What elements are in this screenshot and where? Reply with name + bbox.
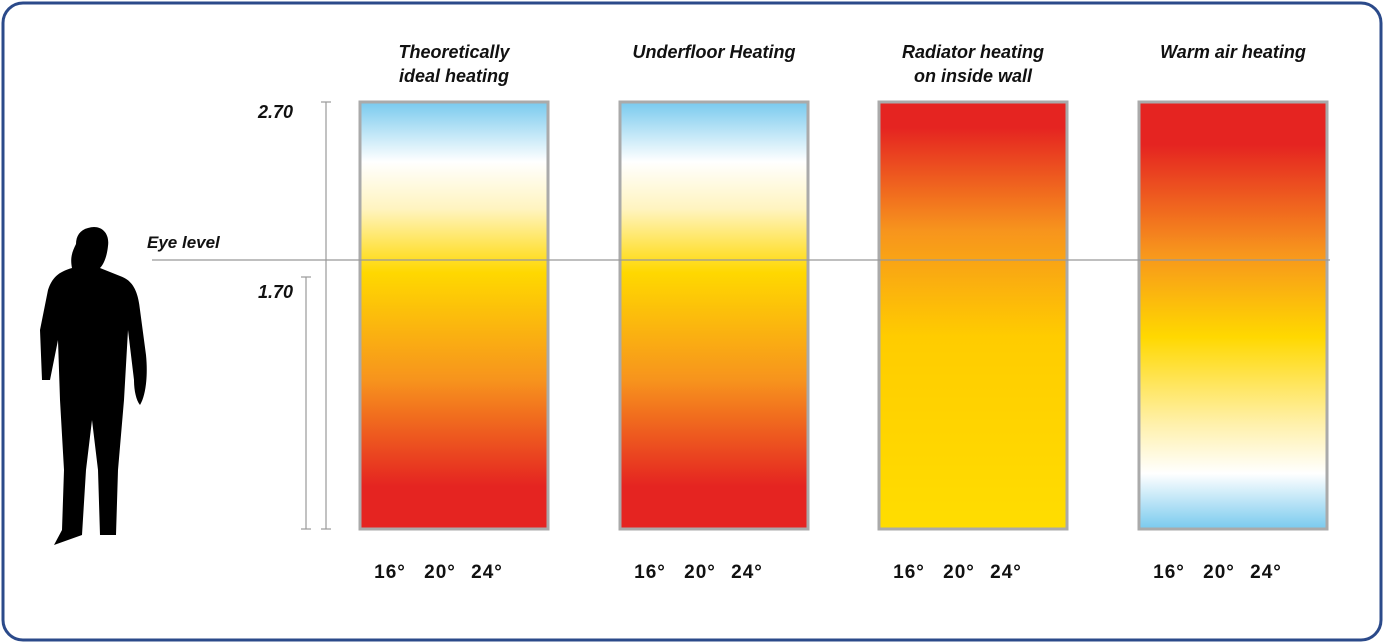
temperature-label: 20° [1203, 562, 1235, 583]
panel-title: ideal heating [399, 66, 509, 86]
gradient-panel [879, 102, 1067, 529]
temperature-label: 24° [990, 562, 1022, 583]
gradient-panel [360, 102, 548, 529]
panel-title: Underfloor Heating [632, 42, 795, 62]
panel-title: Theoretically [398, 42, 510, 62]
diagram: 2.70 1.70 Eye level Theoretically ideal h… [0, 0, 1384, 643]
temperature-label: 16° [1153, 562, 1185, 583]
panel-title: on inside wall [914, 66, 1033, 86]
temperature-label: 24° [1250, 562, 1282, 583]
panel-title: Radiator heating [902, 42, 1044, 62]
temperature-label: 24° [731, 562, 763, 583]
temperature-label: 16° [634, 562, 666, 583]
height-label: 2.70 [257, 102, 293, 122]
temperature-label: 20° [424, 562, 456, 583]
temperature-label: 16° [374, 562, 406, 583]
panel-title: Warm air heating [1160, 42, 1306, 62]
temperature-label: 16° [893, 562, 925, 583]
temperature-label: 24° [471, 562, 503, 583]
eye-level-label: Eye level [147, 233, 221, 252]
temperature-label: 20° [684, 562, 716, 583]
height-label: 1.70 [258, 282, 293, 302]
temperature-label: 20° [943, 562, 975, 583]
gradient-panel [620, 102, 808, 529]
gradient-panel [1139, 102, 1327, 529]
